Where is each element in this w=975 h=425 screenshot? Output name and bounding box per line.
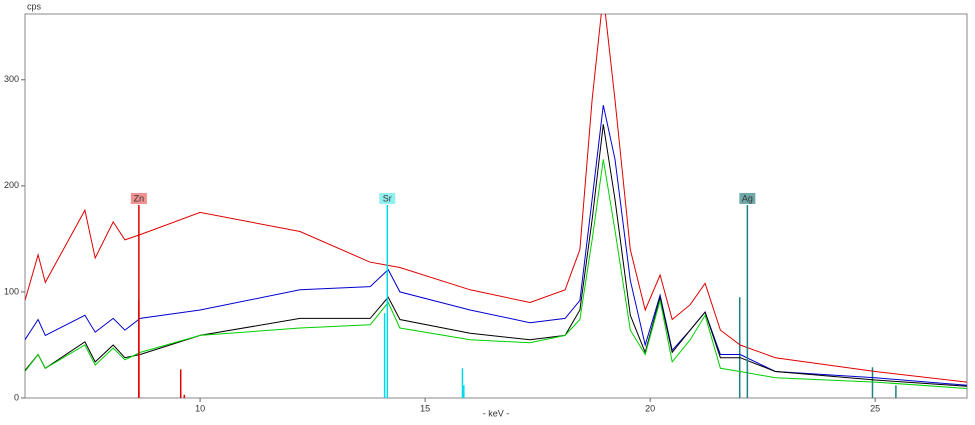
x-tick-label: 20 <box>645 403 655 413</box>
spectrum-line <box>25 124 967 387</box>
y-tick-label: 0 <box>14 392 19 402</box>
x-axis-label: - keV - <box>483 408 510 418</box>
x-tick-label: 10 <box>195 403 205 413</box>
y-tick-label: 200 <box>4 180 19 190</box>
element-label-box <box>130 192 147 204</box>
element-label: Sr <box>383 193 392 203</box>
plot-frame <box>24 13 968 399</box>
spectrum-line <box>25 105 967 386</box>
element-label-box <box>739 192 756 204</box>
element-label: Ag <box>742 193 753 203</box>
element-label-box <box>379 192 396 204</box>
x-tick-label: 25 <box>870 403 880 413</box>
x-tick-label: 15 <box>420 403 430 413</box>
plot-area <box>25 14 967 398</box>
y-tick-label: 300 <box>4 74 19 84</box>
spectrum-line <box>25 14 967 383</box>
element-label: Zn <box>134 193 145 203</box>
y-tick-label: 100 <box>4 286 19 296</box>
y-axis-label: cps <box>27 1 42 11</box>
spectrum-line <box>25 159 967 389</box>
